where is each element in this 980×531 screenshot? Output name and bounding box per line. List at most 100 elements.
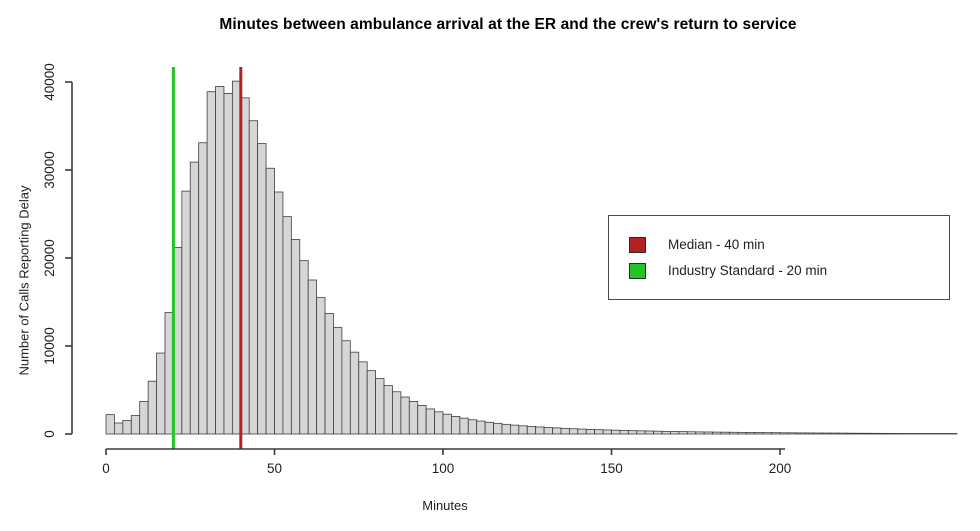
histogram-bar: [366, 370, 376, 435]
histogram-bar: [577, 428, 587, 435]
histogram-bar: [122, 419, 132, 435]
legend-item-median: Median - 40 min: [629, 236, 949, 253]
histogram-bar: [821, 432, 831, 435]
histogram-bar: [189, 161, 200, 435]
histogram-bar: [678, 431, 688, 435]
histogram-bar: [771, 432, 781, 435]
histogram-bar: [737, 431, 747, 435]
histogram-bar: [274, 191, 284, 435]
histogram-bar: [114, 422, 124, 435]
histogram-bar: [880, 432, 890, 435]
histogram-bar: [105, 414, 115, 435]
median-line-swatch: [629, 236, 646, 253]
histogram-bar: [661, 430, 671, 435]
histogram-bar: [307, 279, 318, 435]
histogram-bar: [392, 391, 402, 435]
industry-standard-line-swatch: [629, 262, 646, 279]
histogram-bar: [552, 427, 562, 435]
histogram-bar: [636, 430, 646, 435]
histogram-bar: [712, 431, 722, 435]
x-axis-title: Minutes: [422, 498, 468, 513]
histogram-bar: [181, 190, 191, 435]
histogram-bar: [501, 423, 511, 435]
histogram-bar: [316, 297, 326, 435]
histogram-bar: [762, 432, 772, 435]
histogram-bar: [299, 260, 309, 435]
histogram-bar: [215, 86, 225, 435]
histogram-bar: [451, 415, 461, 435]
histogram-bar: [703, 431, 713, 435]
histogram-bar: [425, 408, 435, 435]
y-tick-label: 10000: [42, 327, 57, 365]
histogram-bar: [931, 433, 941, 435]
histogram-bar: [914, 433, 924, 435]
histogram-bar: [720, 431, 730, 435]
histogram-bar: [257, 143, 267, 435]
histogram-bar: [375, 378, 385, 435]
histogram-bar: [518, 425, 528, 435]
histogram-bar: [779, 432, 789, 435]
histogram-bar: [695, 431, 705, 435]
x-tick-label: 100: [432, 461, 455, 476]
histogram-bar: [729, 431, 739, 435]
histogram-bar: [248, 120, 259, 435]
y-tick-label: 40000: [42, 63, 57, 101]
histogram-bar: [156, 352, 166, 435]
histogram-bar: [897, 433, 907, 435]
histogram-bar: [863, 432, 874, 435]
y-tick-label: 0: [42, 430, 57, 438]
histogram-bar: [568, 428, 579, 435]
histogram-bar: [813, 432, 823, 435]
histogram-bar: [324, 313, 334, 435]
histogram-bar: [476, 420, 486, 435]
histogram-bar: [139, 401, 149, 435]
histogram-bar: [147, 380, 157, 435]
histogram-bar: [467, 419, 478, 435]
histogram-bar: [223, 93, 233, 435]
histogram-bar: [644, 430, 655, 435]
y-tick-label: 30000: [42, 151, 57, 189]
histogram-bar: [745, 432, 756, 435]
histogram-bar: [627, 430, 638, 435]
legend-item-industry-standard: Industry Standard - 20 min: [629, 262, 949, 279]
histogram-bar: [341, 340, 351, 435]
histogram-bar: [130, 415, 141, 435]
histogram-bar: [905, 433, 916, 435]
histogram-bar: [349, 351, 360, 435]
histogram-bar: [442, 413, 452, 435]
histogram-bar: [838, 432, 848, 435]
histogram-bar: [686, 431, 697, 435]
x-tick-label: 150: [600, 461, 623, 476]
histogram-bar: [939, 433, 949, 435]
histogram-bar: [653, 430, 663, 435]
histogram-bar: [408, 401, 419, 435]
histogram-bar: [282, 216, 292, 435]
histogram-bar: [198, 142, 208, 435]
histogram-bar: [206, 91, 216, 435]
legend-box: Median - 40 min Industry Standard - 20 m…: [608, 215, 950, 300]
histogram-bar: [400, 396, 410, 435]
histogram-bar: [889, 433, 899, 435]
histogram-bar: [830, 432, 840, 435]
y-tick-label: 20000: [42, 239, 57, 277]
histogram-bar: [333, 327, 343, 435]
chart-title: Minutes between ambulance arrival at the…: [219, 16, 797, 33]
histogram-bar: [855, 432, 865, 435]
histogram-bar: [509, 424, 520, 435]
histogram-bar: [265, 167, 275, 435]
histogram-bar: [804, 432, 815, 435]
histogram-bar: [796, 432, 806, 435]
histogram-bar: [290, 239, 301, 435]
histogram-bar: [602, 429, 612, 435]
histogram-bar: [535, 426, 545, 435]
histogram-bar: [493, 422, 503, 435]
histogram-bar: [383, 385, 393, 435]
histogram-bar: [922, 433, 933, 435]
histogram-bar: [543, 427, 553, 435]
histogram-bar: [754, 432, 764, 435]
histogram-bar: [560, 427, 570, 435]
histogram-bar: [434, 411, 444, 435]
x-tick-label: 50: [267, 461, 282, 476]
legend-label-industry-standard: Industry Standard - 20 min: [668, 263, 828, 278]
